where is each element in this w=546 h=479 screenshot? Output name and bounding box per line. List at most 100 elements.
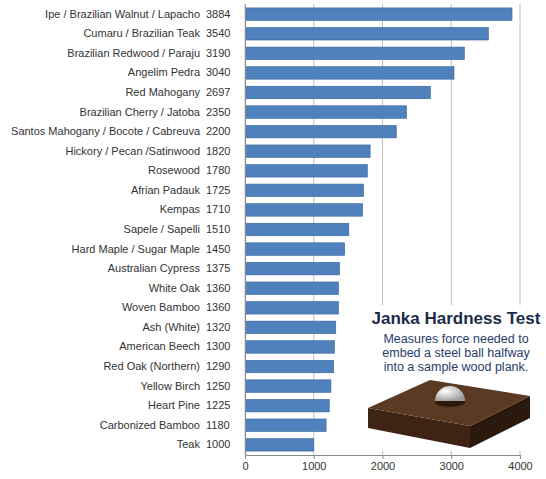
data-label: 3884 [206, 8, 230, 20]
y-tick: Hard Maple / Sugar Maple [72, 243, 245, 255]
y-axis: Ipe / Brazilian Walnut / LapachoCumaru /… [11, 5, 245, 456]
x-tick-label: 0 [242, 460, 248, 472]
category-label: Brazilian Cherry / Jatoba [80, 106, 201, 118]
bar [245, 360, 334, 373]
y-tick: Teak [177, 438, 245, 450]
y-tick: Brazilian Cherry / Jatoba [80, 106, 245, 118]
category-label: Teak [177, 438, 201, 450]
y-tick: Santos Mahogany / Bocote / Cabreuva [11, 125, 245, 137]
y-tick: Heart Pine [148, 399, 245, 411]
y-tick: Rosewood [148, 164, 245, 176]
y-tick: White Oak [149, 282, 245, 294]
category-label: Ipe / Brazilian Walnut / Lapacho [45, 8, 200, 20]
data-label: 3040 [206, 66, 230, 78]
category-label: Afrian Padauk [131, 184, 201, 196]
category-label: Santos Mahogany / Bocote / Cabreuva [11, 125, 201, 137]
y-tick: Red Mahogany [125, 86, 245, 98]
data-label: 2697 [206, 86, 230, 98]
y-tick: Yellow Birch [140, 380, 245, 392]
bar [245, 165, 367, 178]
bar [245, 399, 329, 412]
category-label: Yellow Birch [140, 380, 200, 392]
x-tick: 4000 [508, 455, 532, 472]
annotation-text: Measures force needed to [383, 332, 528, 346]
x-tick-mark [383, 455, 384, 459]
y-tick: Kempas [160, 203, 245, 215]
y-tick: Sapele / Sapelli [124, 223, 245, 235]
bar [245, 184, 364, 197]
category-label: Hard Maple / Sugar Maple [72, 243, 200, 255]
y-tick: Woven Bamboo [122, 301, 245, 313]
annotation-text: into a sample wood plank. [384, 360, 529, 374]
y-axis-line [245, 5, 246, 456]
category-label: Heart Pine [148, 399, 200, 411]
bar [245, 204, 363, 217]
data-label: 1820 [206, 145, 230, 157]
data-label: 1510 [206, 223, 230, 235]
data-label: 1710 [206, 203, 230, 215]
x-tick: 2000 [371, 455, 395, 472]
category-label: Red Oak (Northern) [103, 360, 200, 372]
data-label: 2200 [206, 125, 230, 137]
grid-line [245, 4, 246, 455]
bar [245, 106, 407, 119]
data-label: 1360 [206, 282, 230, 294]
category-label: White Oak [149, 282, 201, 294]
bar [245, 439, 314, 452]
data-label: 2350 [206, 106, 230, 118]
y-tick: Afrian Padauk [131, 184, 245, 196]
data-label: 1725 [206, 184, 230, 196]
category-label: Brazilian Redwood / Paraju [67, 47, 200, 59]
annotation-title: Janka Hardness Test [372, 309, 541, 328]
data-label: 1450 [206, 243, 230, 255]
x-tick-mark [520, 455, 521, 459]
category-label: Sapele / Sapelli [124, 223, 200, 235]
data-labels: 3884354031903040269723502200182017801725… [206, 8, 230, 451]
data-label: 1225 [206, 399, 230, 411]
category-label: Woven Bamboo [122, 301, 200, 313]
data-label: 3190 [206, 47, 230, 59]
x-axis: 0 1000 2000 3000 4000 [242, 455, 532, 472]
plank-top [368, 380, 530, 426]
x-tick: 1000 [302, 455, 326, 472]
y-tick: Red Oak (Northern) [103, 360, 245, 372]
data-label: 1375 [206, 262, 230, 274]
category-label: Red Mahogany [125, 86, 200, 98]
x-tick-mark [245, 455, 246, 459]
bar [245, 67, 454, 80]
category-label: Australian Cypress [108, 262, 201, 274]
y-tick: Brazilian Redwood / Paraju [67, 47, 245, 59]
bar [245, 47, 464, 60]
y-tick: American Beech [119, 340, 245, 352]
y-tick: Hickory / Pecan /Satinwood [65, 145, 245, 157]
x-tick-mark [314, 455, 315, 459]
bar [245, 302, 339, 315]
data-label: 1290 [206, 360, 230, 372]
bar [245, 223, 349, 236]
x-tick: 0 [242, 455, 248, 472]
y-tick: Australian Cypress [108, 262, 245, 274]
data-label: 1180 [206, 419, 230, 431]
x-axis-line [246, 456, 521, 460]
bar [245, 8, 512, 21]
bar [245, 321, 336, 334]
y-tick: Carbonized Bamboo [100, 419, 245, 431]
data-label: 1320 [206, 321, 230, 333]
y-tick: Ash (White) [143, 321, 245, 333]
category-label: Rosewood [148, 164, 200, 176]
bar [245, 125, 396, 138]
category-label: Carbonized Bamboo [100, 419, 200, 431]
x-tick-label: 1000 [302, 460, 326, 472]
annotation: Janka Hardness Test Measures force needed… [358, 305, 544, 451]
bar [245, 262, 340, 275]
bar [245, 341, 334, 354]
annotation-text: embed a steel ball halfway [382, 346, 530, 360]
category-label: Kempas [160, 203, 201, 215]
category-label: Ash (White) [143, 321, 200, 333]
bar [245, 243, 345, 256]
x-tick-label: 2000 [371, 460, 395, 472]
data-label: 1360 [206, 301, 230, 313]
x-tick-label: 3000 [440, 460, 464, 472]
bar [245, 419, 326, 432]
data-label: 1250 [206, 380, 230, 392]
